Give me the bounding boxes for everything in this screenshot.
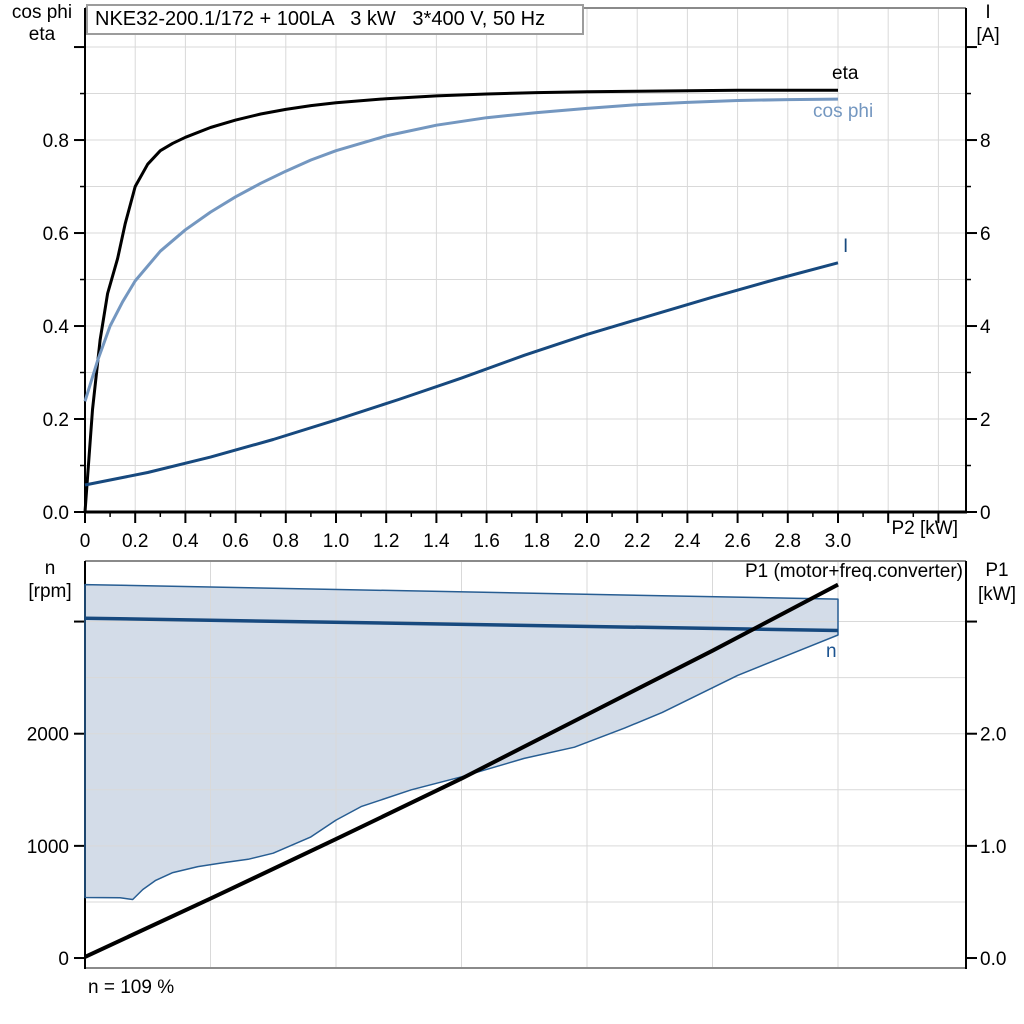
x-tick-label: 0.2 <box>122 531 148 552</box>
series-cos-phi <box>83 97 839 402</box>
cosphi-curve-label: cos phi <box>813 101 874 122</box>
right-axis-title-current: I <box>985 2 991 23</box>
y-left-tick-label: 0.4 <box>43 317 70 338</box>
x-tick-label: 0 <box>80 531 91 552</box>
x-tick-label: 3.0 <box>825 531 851 552</box>
speed-axis-title: n <box>44 558 56 579</box>
x-tick-label: 0.6 <box>222 531 248 552</box>
left-axis-title-eta: eta <box>28 24 56 45</box>
x-tick-label: 2.4 <box>674 531 701 552</box>
x-tick-label: 1.4 <box>423 531 450 552</box>
y-right-tick-label: 1.0 <box>980 837 1006 858</box>
speed-axis-unit: [rpm] <box>28 581 72 602</box>
x-tick-label: 1.6 <box>473 531 499 552</box>
x-tick-label: 0.4 <box>172 531 199 552</box>
y-left-tick-label: 0 <box>58 949 69 970</box>
y-right-tick-label: 6 <box>980 224 991 245</box>
chart-title-box: NKE32-200.1/172 + 100LA 3 kW 3*400 V, 50… <box>86 4 584 35</box>
x-tick-label: 2.8 <box>775 531 801 552</box>
y-right-tick-label: 0 <box>980 503 991 524</box>
series-speed <box>84 616 839 633</box>
y-right-tick-label: 8 <box>980 131 991 152</box>
x-tick-label: 0.8 <box>273 531 299 552</box>
eta-curve-label: eta <box>832 63 859 84</box>
right-axis-title-current-unit: [A] <box>976 25 1000 46</box>
series-current <box>84 261 839 487</box>
x-tick-label: 2.2 <box>624 531 650 552</box>
y-left-tick-label: 0.6 <box>43 224 69 245</box>
x-tick-label: 1.2 <box>373 531 399 552</box>
speed-percentage-annotation: n = 109 % <box>88 977 175 998</box>
y-right-tick-label: 4 <box>980 317 991 338</box>
speed-range-band-outline <box>84 583 839 901</box>
p1-axis-title: P1 <box>985 560 1009 581</box>
y-left-tick-label: 0.8 <box>43 131 69 152</box>
series-p1-input-power <box>84 582 839 959</box>
x-tick-label: 1.8 <box>524 531 550 552</box>
y-left-tick-label: 2000 <box>27 725 69 746</box>
x-tick-label: 2.6 <box>724 531 750 552</box>
x-tick-label: 2.0 <box>574 531 600 552</box>
y-left-tick-label: 0.2 <box>43 410 69 431</box>
y-left-tick-label: 1000 <box>27 837 69 858</box>
y-right-tick-label: 0.0 <box>980 949 1006 970</box>
current-curve-label: I <box>843 236 849 257</box>
x-tick-label: 1.0 <box>323 531 349 552</box>
y-right-tick-label: 2.0 <box>980 725 1006 746</box>
y-left-tick-label: 0.0 <box>43 503 69 524</box>
p1-axis-unit: [kW] <box>978 584 1016 605</box>
x-axis-title-p2: P2 [kW] <box>891 518 958 539</box>
series-eta <box>83 88 838 513</box>
n-curve-label: n <box>826 641 837 662</box>
p1-curve-label: P1 (motor+freq.converter) <box>744 561 963 582</box>
y-right-tick-label: 2 <box>980 410 991 431</box>
left-axis-title-cosphi: cos phi <box>11 2 73 23</box>
